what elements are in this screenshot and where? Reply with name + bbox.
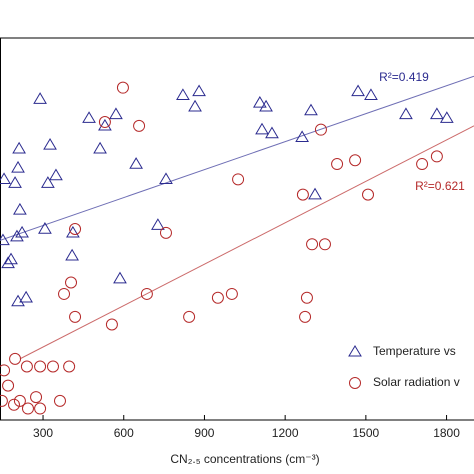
triangle-point (66, 225, 80, 238)
circle-point (416, 158, 429, 171)
triangle-point (176, 88, 190, 100)
circle-point (349, 154, 362, 167)
legend-marker (349, 377, 361, 389)
circle-point (300, 291, 313, 304)
x-tick-label: 900 (194, 426, 214, 440)
plot-frame (0, 37, 474, 421)
circle-point (46, 360, 59, 373)
triangle-point (265, 126, 279, 139)
triangle-point (41, 176, 55, 188)
circle-point (331, 158, 344, 171)
triangle-point (82, 111, 96, 123)
legend-label: Temperature vs (373, 344, 456, 358)
circle-point (34, 402, 47, 415)
circle-point (13, 394, 26, 407)
r-squared-label: R²=0.419 (379, 70, 429, 84)
circle-point (20, 360, 33, 373)
triangle-point (399, 107, 413, 120)
triangle-point (4, 252, 18, 265)
triangle-point (304, 103, 318, 116)
triangle-point (8, 176, 22, 188)
x-tick-label: 1800 (433, 426, 460, 440)
x-tick-label: 300 (33, 426, 53, 440)
circle-point (159, 226, 172, 239)
triangle-point (11, 294, 25, 307)
triangle-point (188, 99, 202, 112)
triangle-point (98, 118, 112, 131)
circle-point (362, 188, 375, 201)
legend-label: Solar radiation v (373, 375, 460, 389)
circle-point (30, 391, 43, 404)
circle-point (0, 394, 8, 407)
triangle-point (151, 218, 165, 230)
triangle-point (33, 92, 47, 104)
circle-point (34, 360, 47, 373)
circle-point (21, 402, 34, 415)
circle-point (314, 123, 327, 136)
circle-point (53, 394, 66, 407)
trend-line (19, 125, 474, 360)
circle-point (430, 150, 443, 163)
circle-point (65, 276, 78, 289)
circle-point (105, 318, 118, 331)
circle-point (225, 287, 238, 300)
triangle-point (109, 107, 123, 120)
circle-point (296, 188, 309, 201)
triangle-point (0, 172, 11, 185)
triangle-point (49, 168, 63, 181)
circle-point (318, 238, 331, 251)
circle-point (7, 398, 20, 411)
triangle-point (12, 141, 26, 154)
triangle-point (10, 229, 24, 242)
triangle-point (364, 88, 378, 100)
triangle-point (308, 187, 322, 200)
x-tick-label: 600 (114, 426, 134, 440)
triangle-point (1, 256, 15, 269)
circle-point (116, 81, 129, 94)
trend-line (0, 75, 474, 241)
circle-point (69, 223, 82, 235)
triangle-point (93, 141, 107, 154)
triangle-point (255, 122, 269, 135)
triangle-point (11, 160, 25, 173)
x-tick-label: 1500 (353, 426, 380, 440)
triangle-point (0, 233, 10, 246)
circle-point (63, 360, 76, 373)
circle-point (58, 287, 71, 300)
circle-point (306, 238, 319, 251)
triangle-point (351, 84, 365, 97)
circle-point (232, 173, 245, 186)
x-axis-label: CN₂.₅ concentrations (cm⁻³) (170, 452, 319, 466)
triangle-point (252, 95, 267, 108)
triangle-point (129, 157, 143, 169)
triangle-point (259, 99, 273, 112)
circle-point (9, 352, 22, 365)
triangle-point (43, 137, 57, 150)
triangle-point (15, 225, 29, 238)
triangle-point (65, 248, 79, 261)
r-squared-label: R²=0.621 (415, 179, 465, 193)
circle-point (0, 364, 11, 377)
circle-point (98, 116, 111, 129)
triangle-point (38, 222, 52, 234)
triangle-point (192, 84, 206, 97)
legend-marker (348, 345, 362, 357)
circle-point (2, 379, 15, 392)
triangle-point (159, 172, 173, 185)
triangle-point (439, 111, 454, 123)
triangle-point (295, 130, 309, 143)
x-tick-label: 1200 (272, 426, 299, 440)
triangle-point (430, 107, 444, 120)
circle-point (133, 119, 146, 132)
circle-point (140, 287, 153, 300)
triangle-point (113, 271, 127, 284)
triangle-point (19, 290, 33, 303)
circle-point (69, 310, 82, 323)
circle-point (211, 291, 224, 304)
circle-point (183, 310, 196, 323)
triangle-point (13, 202, 27, 215)
circle-point (299, 310, 312, 323)
